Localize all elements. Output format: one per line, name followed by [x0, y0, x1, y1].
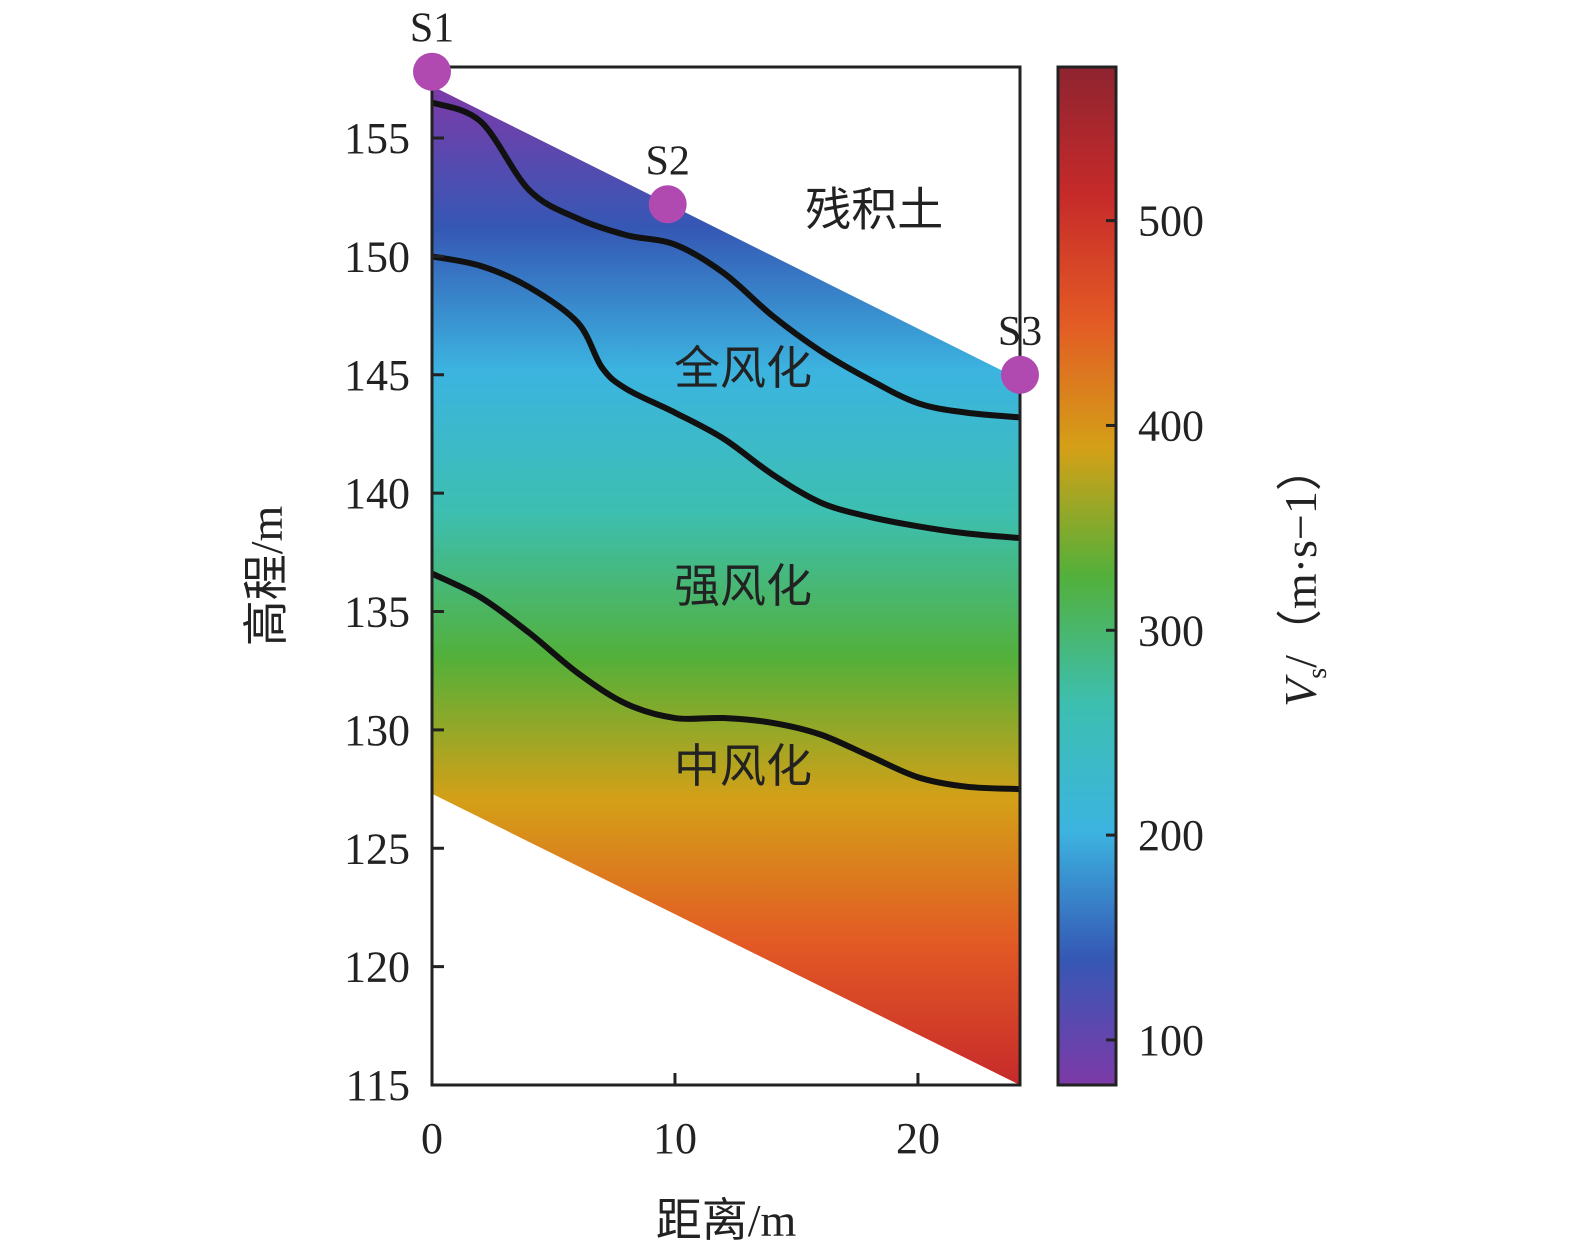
boundary-line-2 [431, 253, 1021, 542]
station-label: S1 [410, 6, 454, 52]
station-label: S2 [646, 138, 690, 184]
zone-label: 中风化 [674, 741, 812, 792]
x-tick-label: 20 [896, 1114, 940, 1163]
colorbar-tick-label: 400 [1138, 401, 1204, 450]
colorbar-tick-label: 100 [1138, 1016, 1204, 1065]
station-label: S3 [998, 309, 1042, 355]
heatmap-field [432, 85, 1020, 1085]
y-tick-label: 120 [344, 943, 410, 992]
plot-frame [430, 65, 1022, 1087]
y-tick-label: 150 [344, 232, 410, 281]
zone-label: 全风化 [674, 343, 812, 394]
y-tick-label: 125 [344, 824, 410, 873]
y-axis: 115 120 125 130 135 140 145 150 155 [344, 114, 444, 1110]
x-axis: 0 10 20 [421, 1073, 940, 1163]
colorbar-tick-label: 300 [1138, 606, 1204, 655]
colorbar-tick-label: 200 [1138, 811, 1204, 860]
boundary-line-3 [430, 570, 1021, 793]
y-tick-label: 140 [344, 469, 410, 518]
y-tick-label: 155 [344, 114, 410, 163]
zone-label: 强风化 [674, 561, 812, 612]
y-tick-label: 145 [344, 351, 410, 400]
colorbar-label-sub: s [1302, 668, 1333, 679]
colorbar-label: Vs/（m·s−1） [1275, 445, 1333, 707]
y-tick-label: 115 [346, 1061, 410, 1110]
x-tick-label: 10 [653, 1114, 697, 1163]
station-marker [1001, 355, 1039, 394]
y-tick-label: 130 [344, 706, 410, 755]
layer-boundaries [430, 99, 1021, 793]
colorbar-tick-label: 500 [1138, 197, 1204, 246]
colorbar-label-v: V [1275, 674, 1326, 707]
stations: S1 S2 S3 [410, 6, 1042, 394]
x-axis-label: 距离/m [656, 1195, 797, 1246]
boundary-line-1 [430, 99, 1021, 421]
y-axis-label: 高程/m [241, 506, 292, 647]
svg-text:Vs/（m·s−1）: Vs/（m·s−1） [1275, 445, 1333, 707]
velocity-field [432, 85, 1020, 1085]
y-tick-label: 135 [344, 588, 410, 637]
x-tick-label: 0 [421, 1114, 443, 1163]
colorbar-ticks: 100 200 300 400 500 [1106, 197, 1204, 1065]
colorbar [1056, 65, 1118, 1087]
station-marker [648, 185, 687, 224]
zone-label: 残积土 [805, 185, 943, 236]
colorbar-label-unit: /（m·s−1） [1275, 445, 1326, 668]
station-marker [413, 52, 451, 91]
